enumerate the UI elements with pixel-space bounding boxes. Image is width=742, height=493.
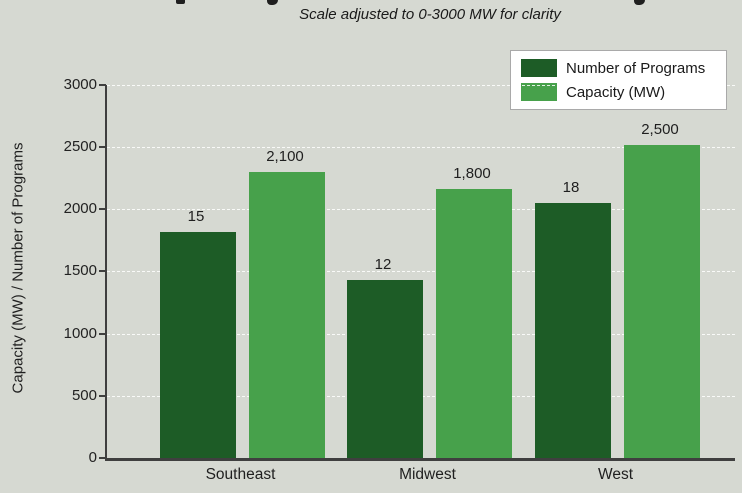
bar-value-label: 2,100 bbox=[266, 148, 304, 165]
x-category-label-southeast: Southeast bbox=[205, 466, 276, 483]
y-tick-mark bbox=[99, 395, 106, 397]
y-tick-label: 2500 bbox=[63, 138, 97, 155]
bar-capacity-mw--southeast[interactable] bbox=[249, 172, 325, 458]
bar-number-of-programs-southeast[interactable] bbox=[160, 232, 236, 458]
x-category-label-midwest: Midwest bbox=[399, 466, 456, 483]
bar-number-of-programs-west[interactable] bbox=[535, 203, 611, 458]
clipped-title-glyph bbox=[634, 0, 645, 5]
y-tick-mark bbox=[99, 333, 106, 335]
legend-label: Capacity (MW) bbox=[566, 83, 666, 101]
y-tick-label: 3000 bbox=[63, 76, 97, 93]
gridline bbox=[107, 85, 735, 86]
bar-value-label: 12 bbox=[374, 256, 392, 273]
y-tick-label: 1500 bbox=[63, 262, 97, 279]
bar-capacity-mw--west[interactable] bbox=[624, 145, 700, 458]
gridline bbox=[107, 271, 735, 272]
bar-value-label: 2,500 bbox=[641, 121, 679, 138]
y-tick-label: 0 bbox=[88, 449, 97, 466]
bar-value-label: 18 bbox=[562, 179, 580, 196]
y-tick-label: 1000 bbox=[63, 325, 97, 342]
legend-label: Number of Programs bbox=[566, 59, 706, 77]
y-tick-label: 500 bbox=[71, 387, 97, 404]
clipped-title-glyph bbox=[267, 0, 278, 5]
plot-area bbox=[105, 85, 735, 461]
legend-item[interactable]: Number of Programs bbox=[521, 59, 716, 77]
bar-number-of-programs-midwest[interactable] bbox=[347, 280, 423, 458]
gridline bbox=[107, 209, 735, 210]
legend-swatch bbox=[521, 59, 557, 77]
x-category-label-west: West bbox=[597, 466, 634, 483]
y-tick-mark bbox=[99, 208, 106, 210]
legend: Number of Programs Capacity (MW) bbox=[510, 50, 727, 110]
clipped-title-glyph bbox=[176, 0, 185, 4]
bar-value-label: 15 bbox=[187, 208, 205, 225]
y-tick-mark bbox=[99, 146, 106, 148]
bar-capacity-mw--midwest[interactable] bbox=[436, 189, 512, 458]
bar-value-label: 1,800 bbox=[453, 165, 491, 182]
y-axis-title: Capacity (MW) / Number of Programs bbox=[9, 142, 27, 394]
y-tick-mark bbox=[99, 270, 106, 272]
chart-subtitle: Scale adjusted to 0-3000 MW for clarity bbox=[299, 6, 561, 23]
legend-item[interactable]: Capacity (MW) bbox=[521, 83, 716, 101]
y-tick-mark bbox=[99, 457, 106, 459]
y-tick-mark bbox=[99, 84, 106, 86]
legend-swatch bbox=[521, 83, 557, 101]
y-tick-label: 2000 bbox=[63, 200, 97, 217]
gridline bbox=[107, 147, 735, 148]
